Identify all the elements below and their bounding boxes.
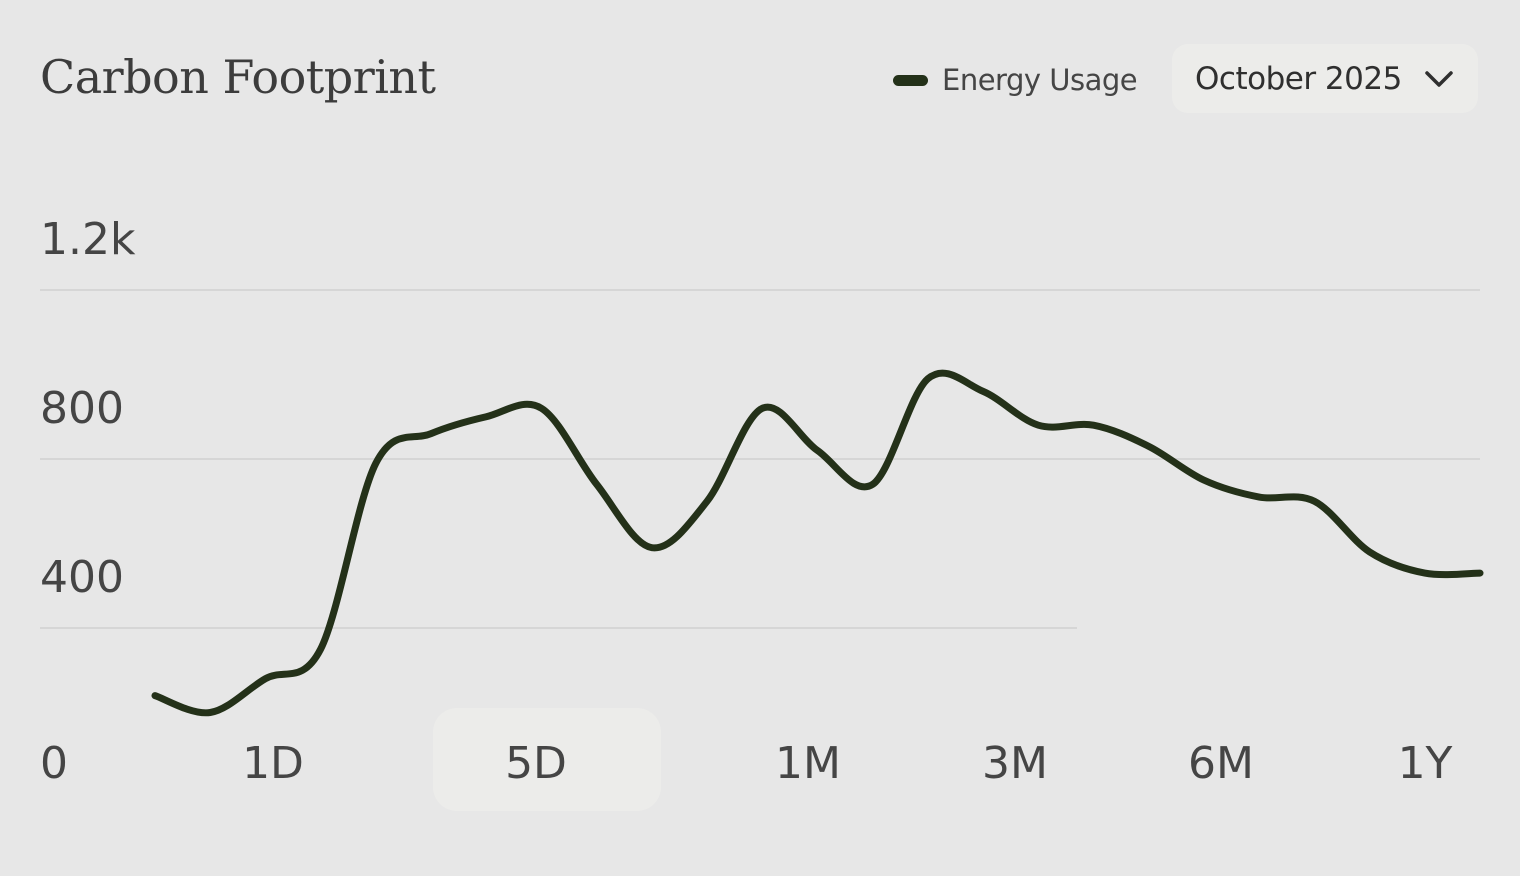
range-option-1m[interactable]: 1M [775,738,841,789]
range-option-3m[interactable]: 3M [982,738,1048,789]
legend: Energy Usage [893,60,1138,100]
range-option-label: 3M [982,738,1048,789]
y-origin-label: 0 [40,738,68,789]
range-option-label: 6M [1188,738,1254,789]
y-tick-label: 800 [40,383,124,434]
range-option-label: 5D [505,738,567,789]
range-option-label: 1D [242,738,304,789]
y-tick-label: 400 [40,552,124,603]
range-option-6m[interactable]: 6M [1188,738,1254,789]
range-option-label: 1M [775,738,841,789]
range-option-1y[interactable]: 1Y [1398,738,1453,789]
month-select-dropdown[interactable]: October 2025 [1172,44,1478,113]
range-option-label: 1Y [1398,738,1453,789]
range-option-1d[interactable]: 1D [242,738,304,789]
legend-swatch [893,74,928,86]
chart-title: Carbon Footprint [40,50,436,104]
range-option-5d[interactable]: 5D [433,708,661,811]
month-select-value: October 2025 [1195,60,1402,97]
legend-label: Energy Usage [942,63,1138,97]
selected-range-highlight [433,708,661,811]
y-tick-label: 1.2k [40,214,136,265]
series-line-energy-usage [151,369,1484,717]
chevron-down-icon [1424,69,1454,89]
